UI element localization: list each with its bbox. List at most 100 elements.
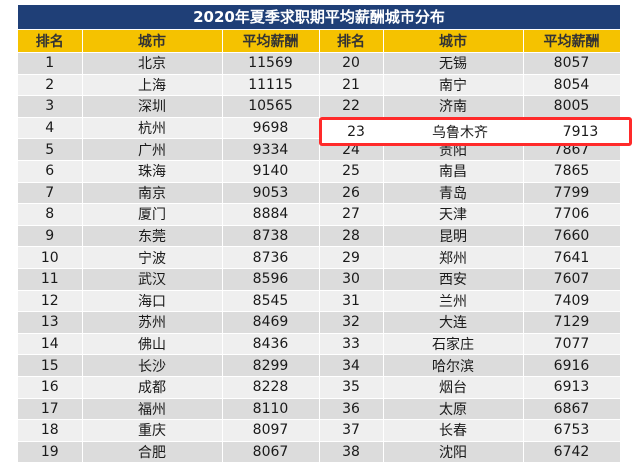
right-rank-cell: 33: [319, 333, 384, 356]
table-body: 1 北京 11569 20 无锡 8057 2 上海 11115 21 南宁 8054 3 深圳 10565…: [18, 52, 621, 463]
left-rank-cell: 17: [18, 398, 83, 421]
left-salary-cell: 8469: [222, 311, 320, 334]
right-rank-cell: 21: [319, 74, 384, 97]
right-city-cell: 太原: [383, 398, 524, 421]
left-rank-cell: 5: [18, 138, 83, 161]
header-salary-left: 平均薪酬: [222, 30, 320, 53]
left-salary-cell: 9698: [222, 117, 320, 140]
left-rank-cell: 10: [18, 246, 83, 269]
right-city-cell: 大连: [383, 311, 524, 334]
left-rank-cell: 12: [18, 290, 83, 313]
right-salary-cell: 7077: [523, 333, 621, 356]
table-row: 13 苏州 8469 32 大连 7129: [18, 311, 621, 334]
left-rank-cell: 19: [18, 441, 83, 463]
highlight-box: 23 乌鲁木齐 7913: [319, 117, 632, 146]
table-row: 9 东莞 8738 28 昆明 7660: [18, 225, 621, 248]
right-rank-cell: 27: [319, 203, 384, 226]
right-city-cell: 天津: [383, 203, 524, 226]
left-city-cell: 广州: [82, 138, 223, 161]
right-salary-cell: 6742: [523, 441, 621, 463]
header-city-right: 城市: [383, 30, 524, 53]
right-salary-cell: 8054: [523, 74, 621, 97]
left-salary-cell: 8596: [222, 268, 320, 291]
right-city-cell: 南宁: [383, 74, 524, 97]
table-row: 8 厦门 8884 27 天津 7706: [18, 203, 621, 226]
left-rank-cell: 18: [18, 419, 83, 442]
right-rank-cell: 20: [319, 52, 384, 75]
table-row: 6 珠海 9140 25 南昌 7865: [18, 160, 621, 183]
header-row: 排名 城市 平均薪酬 排名 城市 平均薪酬: [18, 30, 621, 53]
left-salary-cell: 8110: [222, 398, 320, 421]
table-row: 14 佛山 8436 33 石家庄 7077: [18, 333, 621, 356]
highlight-city: 乌鲁木齐: [432, 124, 488, 141]
left-city-cell: 重庆: [82, 419, 223, 442]
left-city-cell: 成都: [82, 376, 223, 399]
left-rank-cell: 11: [18, 268, 83, 291]
table-row: 18 重庆 8097 37 长春 6753: [18, 419, 621, 442]
left-salary-cell: 8545: [222, 290, 320, 313]
right-city-cell: 哈尔滨: [383, 354, 524, 377]
right-rank-cell: 30: [319, 268, 384, 291]
left-salary-cell: 9140: [222, 160, 320, 183]
right-city-cell: 石家庄: [383, 333, 524, 356]
left-rank-cell: 7: [18, 182, 83, 205]
table-row: 16 成都 8228 35 烟台 6913: [18, 376, 621, 399]
left-salary-cell: 8884: [222, 203, 320, 226]
left-salary-cell: 8299: [222, 354, 320, 377]
table-row: 19 合肥 8067 38 沈阳 6742: [18, 441, 621, 463]
left-city-cell: 合肥: [82, 441, 223, 463]
right-salary-cell: 6913: [523, 376, 621, 399]
left-rank-cell: 6: [18, 160, 83, 183]
left-salary-cell: 11115: [222, 74, 320, 97]
left-salary-cell: 9334: [222, 138, 320, 161]
left-rank-cell: 15: [18, 354, 83, 377]
right-city-cell: 西安: [383, 268, 524, 291]
left-rank-cell: 13: [18, 311, 83, 334]
right-city-cell: 郑州: [383, 246, 524, 269]
right-salary-cell: 7706: [523, 203, 621, 226]
left-city-cell: 珠海: [82, 160, 223, 183]
left-salary-cell: 8738: [222, 225, 320, 248]
left-city-cell: 杭州: [82, 117, 223, 140]
table-title: 2020年夏季求职期平均薪酬城市分布: [18, 5, 620, 29]
left-salary-cell: 9053: [222, 182, 320, 205]
left-city-cell: 苏州: [82, 311, 223, 334]
right-salary-cell: 6916: [523, 354, 621, 377]
left-salary-cell: 10565: [222, 95, 320, 118]
left-city-cell: 长沙: [82, 354, 223, 377]
table-row: 11 武汉 8596 30 西安 7607: [18, 268, 621, 291]
header-salary-right: 平均薪酬: [523, 30, 621, 53]
right-salary-cell: 7660: [523, 225, 621, 248]
left-rank-cell: 16: [18, 376, 83, 399]
right-salary-cell: 7607: [523, 268, 621, 291]
left-salary-cell: 8067: [222, 441, 320, 463]
right-salary-cell: 6753: [523, 419, 621, 442]
highlight-salary: 7913: [562, 123, 599, 140]
salary-ranking-figure: 2020年夏季求职期平均薪酬城市分布 排名 城市 平均薪酬 排名 城市 平均薪酬…: [18, 5, 632, 463]
table-row: 3 深圳 10565 22 济南 8005: [18, 95, 621, 118]
right-rank-cell: 25: [319, 160, 384, 183]
right-rank-cell: 38: [319, 441, 384, 463]
left-city-cell: 深圳: [82, 95, 223, 118]
left-rank-cell: 14: [18, 333, 83, 356]
table-row: 1 北京 11569 20 无锡 8057: [18, 52, 621, 75]
right-city-cell: 兰州: [383, 290, 524, 313]
left-city-cell: 福州: [82, 398, 223, 421]
header-rank-right: 排名: [319, 30, 384, 53]
left-rank-cell: 1: [18, 52, 83, 75]
right-rank-cell: 28: [319, 225, 384, 248]
right-rank-cell: 26: [319, 182, 384, 205]
right-rank-cell: 34: [319, 354, 384, 377]
right-salary-cell: 7409: [523, 290, 621, 313]
left-city-cell: 北京: [82, 52, 223, 75]
right-city-cell: 南昌: [383, 160, 524, 183]
right-rank-cell: 32: [319, 311, 384, 334]
left-rank-cell: 9: [18, 225, 83, 248]
left-city-cell: 海口: [82, 290, 223, 313]
highlight-rank: 23: [347, 123, 365, 140]
right-city-cell: 沈阳: [383, 441, 524, 463]
left-salary-cell: 8097: [222, 419, 320, 442]
table-row: 7 南京 9053 26 青岛 7799: [18, 182, 621, 205]
left-salary-cell: 11569: [222, 52, 320, 75]
right-city-cell: 烟台: [383, 376, 524, 399]
